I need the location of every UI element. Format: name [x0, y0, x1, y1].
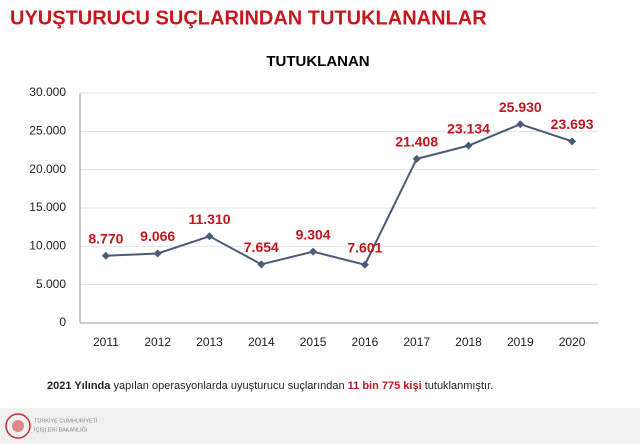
data-label: 23.134 [447, 120, 490, 136]
marker [516, 120, 525, 129]
y-tick-label: 30.000 [29, 85, 66, 99]
marker [568, 137, 577, 146]
marker [360, 260, 369, 269]
x-tick-label: 2014 [248, 335, 275, 349]
data-label: 8.770 [88, 230, 123, 246]
note-text: yapılan operasyonlarda uyuşturucu suçlar… [110, 380, 348, 392]
marker [412, 154, 421, 163]
data-label: 21.408 [395, 134, 438, 150]
footer-logo: TÜRKİYE CUMHURİYETİ İÇİŞLERİ BAKANLIĞI [5, 413, 98, 439]
y-tick-label: 0 [59, 315, 66, 329]
x-tick-label: 2011 [93, 335, 119, 349]
data-label: 11.310 [188, 211, 230, 227]
x-tick-label: 2013 [196, 335, 223, 349]
footer-text: İÇİŞLERİ BAKANLIĞI [34, 426, 88, 433]
x-tick-label: 2020 [559, 335, 586, 349]
footer: TÜRKİYE CUMHURİYETİ İÇİŞLERİ BAKANLIĞI [0, 408, 640, 444]
logo-emblem [5, 413, 31, 439]
data-label: 9.066 [140, 228, 175, 244]
y-tick-label: 5.000 [36, 277, 66, 291]
note-highlight: 11 bin 775 kişi [347, 380, 422, 392]
x-tick-label: 2017 [403, 335, 430, 349]
line [105, 123, 573, 266]
page-title: UYUŞTURUCU SUÇLARINDAN TUTUKLANANLAR [10, 7, 487, 29]
data-label: 23.693 [551, 116, 594, 132]
note-bold: 2021 Yılında [47, 380, 111, 392]
x-tick-label: 2012 [144, 335, 171, 349]
data-label: 7.601 [347, 239, 382, 255]
y-tick-label: 25.000 [29, 124, 66, 138]
marker [101, 251, 110, 260]
chart: UYUŞTURUCU SUÇLARINDAN TUTUKLANANLAR TUT… [10, 7, 598, 349]
chart-title: TUTUKLANAN [266, 53, 369, 70]
x-tick-label: 2019 [507, 335, 534, 349]
data-label: 7.654 [244, 239, 279, 255]
y-tick-label: 20.000 [29, 162, 66, 176]
marker [205, 232, 214, 241]
footer-text: TÜRKİYE CUMHURİYETİ [34, 417, 98, 424]
marker [257, 260, 266, 269]
x-tick-label: 2018 [455, 335, 482, 349]
marker [464, 141, 473, 150]
note-text: tutuklanmıştır. [421, 380, 494, 392]
note: 2021 Yılında yapılan operasyonlarda uyuş… [47, 380, 493, 392]
y-tick-label: 15.000 [29, 200, 66, 214]
x-tick-label: 2015 [300, 335, 327, 349]
data-label: 25.930 [499, 99, 542, 115]
data-label: 9.304 [296, 226, 331, 242]
logo-emblem [12, 420, 24, 432]
x-tick-label: 2016 [352, 335, 379, 349]
marker [153, 249, 162, 258]
marker [309, 247, 318, 256]
y-tick-label: 10.000 [29, 239, 66, 253]
